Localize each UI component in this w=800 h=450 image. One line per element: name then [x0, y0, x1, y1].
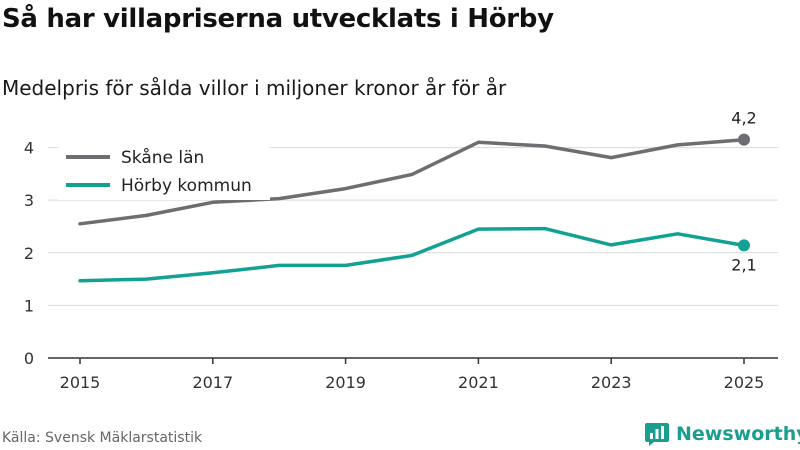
x-tick-label: 2025	[724, 373, 765, 392]
chart-subtitle: Medelpris för sålda villor i miljoner kr…	[2, 76, 507, 100]
legend-background	[58, 142, 270, 200]
source-note: Källa: Svensk Mäklarstatistik	[2, 430, 203, 446]
page-title: Så har villapriserna utvecklats i Hörby	[2, 4, 554, 34]
brand-logo: Newsworthy	[644, 420, 800, 448]
x-tick-label: 2021	[458, 373, 499, 392]
y-tick-label: 4	[24, 139, 34, 158]
series-endpoint-0	[738, 133, 750, 146]
series-end-label-1: 2,1	[731, 255, 756, 274]
y-tick-label: 0	[24, 349, 34, 368]
x-tick-label: 2017	[192, 373, 233, 392]
series-end-label-0: 4,2	[731, 109, 756, 128]
legend-label-1: Hörby kommun	[121, 176, 252, 196]
x-tick-label: 2023	[591, 373, 632, 392]
x-tick-label: 2015	[60, 373, 101, 392]
newsworthy-logo-icon	[645, 423, 669, 446]
brand-name: Newsworthy	[676, 423, 800, 445]
y-tick-label: 1	[24, 296, 34, 315]
legend-label-0: Skåne län	[121, 147, 204, 168]
series-endpoint-1	[738, 239, 750, 252]
series-line-1	[78, 226, 746, 283]
x-tick-label: 2019	[325, 373, 366, 392]
y-tick-label: 2	[24, 244, 34, 263]
series-line-0	[78, 137, 746, 226]
y-tick-label: 3	[24, 191, 34, 210]
